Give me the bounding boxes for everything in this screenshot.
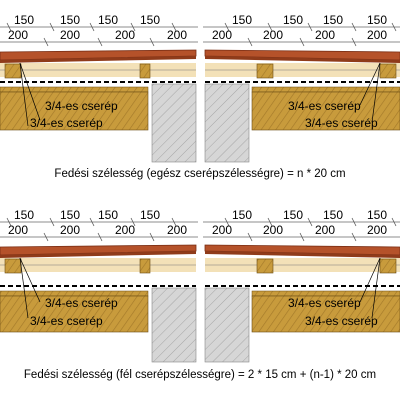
bottom-dims-row1: 150 150 150 150 150 150 150 150 (0, 208, 400, 227)
bottom-dim-150-l1: 150 (14, 208, 34, 222)
top-dim-150-l4: 150 (140, 13, 160, 27)
top-dims-row1: 150 150 150 150 150 150 150 150 (0, 13, 400, 32)
bottom-dim-150-l3: 150 (98, 208, 118, 222)
bottom-section: 150 150 150 150 150 150 150 150 200 200 … (0, 208, 400, 381)
top-dim-200-l1: 200 (8, 28, 28, 42)
top-caption: Fedési szélesség (egész cserépszélességr… (54, 168, 345, 180)
bottom-left-roof (0, 244, 197, 333)
bottom-right-label-lower: 3/4-es cserép (305, 314, 378, 328)
top-dim-200-r3: 200 (315, 28, 335, 42)
bottom-left-wall (151, 287, 197, 363)
bottom-dim-150-r4: 150 (367, 208, 387, 222)
bottom-dim-150-r1: 150 (232, 208, 252, 222)
bottom-right-roof (204, 244, 400, 333)
top-dim-200-l3: 200 (115, 28, 135, 42)
bottom-dim-200-r4: 200 (367, 223, 387, 237)
top-dim-200-l2: 200 (60, 28, 80, 42)
bottom-caption: Fedési szélesség (fél cserépszélességre)… (24, 369, 376, 381)
bottom-dims-row2: 200 200 200 200 200 200 200 200 (0, 223, 400, 242)
top-right-label-lower: 3/4-es cserép (305, 116, 378, 130)
top-right-roof (204, 49, 400, 131)
top-dim-150-r2: 150 (283, 13, 303, 27)
bottom-left-label-upper: 3/4-es cserép (45, 296, 118, 310)
bottom-left-label-lower: 3/4-es cserép (30, 314, 103, 328)
top-dim-150-r3: 150 (323, 13, 343, 27)
top-dim-150-l3: 150 (98, 13, 118, 27)
bottom-right-wall (204, 287, 250, 363)
top-left-label-lower: 3/4-es cserép (30, 116, 103, 130)
bottom-dim-200-l4: 200 (167, 223, 187, 237)
bottom-right-label-upper: 3/4-es cserép (288, 296, 361, 310)
top-left-roof (0, 49, 197, 131)
bottom-dim-200-l1: 200 (8, 223, 28, 237)
top-dim-200-l4: 200 (167, 28, 187, 42)
top-dim-150-r4: 150 (367, 13, 387, 27)
top-dim-150-l2: 150 (60, 13, 80, 27)
top-right-wall (204, 83, 250, 163)
top-left-wall (151, 83, 197, 163)
top-dim-150-l1: 150 (14, 13, 34, 27)
top-dim-200-r1: 200 (212, 28, 232, 42)
bottom-dim-200-r2: 200 (263, 223, 283, 237)
bottom-dim-150-r2: 150 (283, 208, 303, 222)
bottom-dim-150-l4: 150 (140, 208, 160, 222)
bottom-dim-200-l2: 200 (60, 223, 80, 237)
top-left-label-upper: 3/4-es cserép (45, 99, 118, 113)
bottom-dim-200-r1: 200 (212, 223, 232, 237)
top-dims-row2: 200 200 200 200 200 200 200 200 (0, 28, 400, 47)
bottom-dim-150-r3: 150 (323, 208, 343, 222)
top-dim-150-r1: 150 (232, 13, 252, 27)
bottom-dim-200-r3: 200 (315, 223, 335, 237)
top-dim-200-r4: 200 (367, 28, 387, 42)
top-section: 150 150 150 150 150 150 150 150 200 200 … (0, 13, 400, 180)
top-dim-200-r2: 200 (263, 28, 283, 42)
bottom-dim-200-l3: 200 (115, 223, 135, 237)
bottom-dim-150-l2: 150 (60, 208, 80, 222)
top-right-label-upper: 3/4-es cserép (288, 99, 361, 113)
